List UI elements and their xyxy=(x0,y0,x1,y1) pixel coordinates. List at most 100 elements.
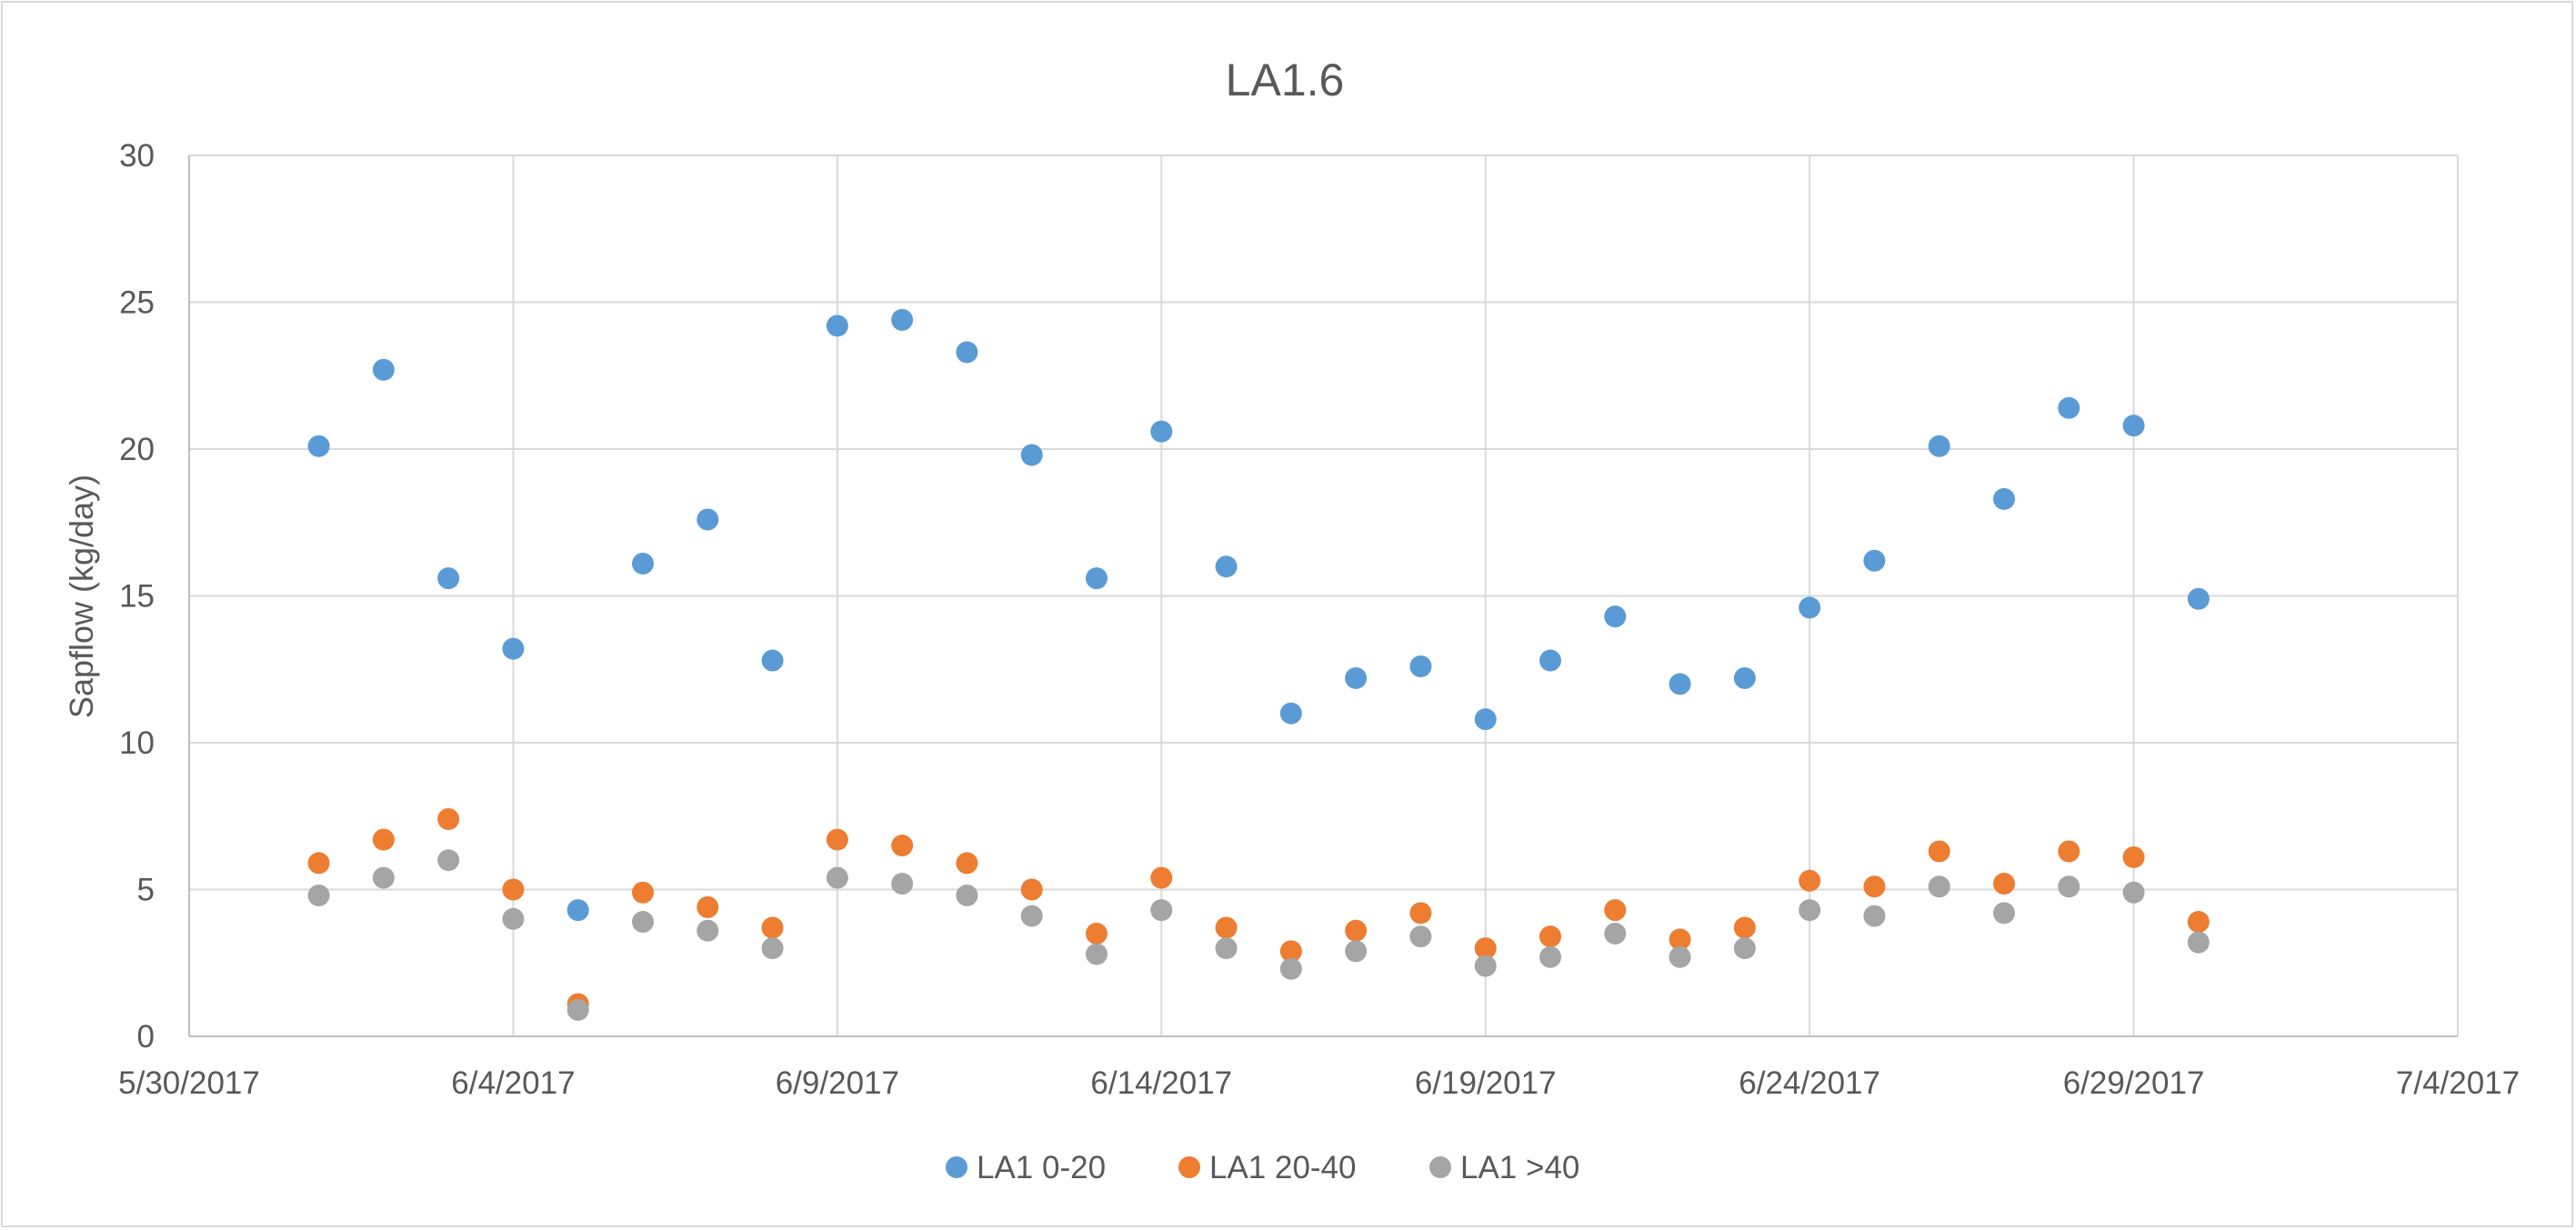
data-point xyxy=(1215,937,1238,960)
data-point xyxy=(1799,596,1821,619)
data-point xyxy=(1928,875,1950,898)
legend: LA1 0-20 LA1 20-40 LA1 >40 xyxy=(946,1150,1579,1185)
data-point xyxy=(1474,937,1497,960)
data-point xyxy=(437,849,460,872)
x-tick-label: 6/4/2017 xyxy=(451,1065,575,1101)
data-point xyxy=(307,852,330,875)
data-point xyxy=(956,341,978,364)
data-point xyxy=(2058,396,2080,419)
legend-label: LA1 20-40 xyxy=(1209,1150,1357,1185)
data-point xyxy=(1669,928,1691,951)
data-point xyxy=(632,911,654,934)
tick-labels: 0 5 10 15 20 25 30 5/30/2017 6/4/2017 6/9/2017 6/1… xyxy=(118,138,2520,1101)
data-point xyxy=(502,878,525,901)
data-point xyxy=(956,884,978,906)
legend-marker xyxy=(946,1156,967,1178)
data-point xyxy=(826,315,848,337)
data-point xyxy=(761,649,784,672)
data-point xyxy=(2058,875,2080,898)
series-la1-20-40 xyxy=(307,807,2210,1015)
data-point xyxy=(1086,943,1108,965)
y-tick-label: 15 xyxy=(119,579,155,615)
legend-label: LA1 0-20 xyxy=(977,1150,1106,1185)
data-point xyxy=(566,899,589,922)
y-tick-label: 0 xyxy=(137,1019,155,1055)
data-point xyxy=(1345,666,1368,689)
series-la1-40 xyxy=(307,849,2210,1021)
data-point xyxy=(1604,899,1627,922)
data-point xyxy=(1539,945,1561,968)
data-point xyxy=(1604,922,1627,945)
data-point xyxy=(372,828,395,851)
data-point xyxy=(1669,673,1691,695)
axes xyxy=(188,155,2458,1037)
data-point xyxy=(1409,655,1432,678)
data-point xyxy=(1993,873,2015,895)
data-point xyxy=(372,358,395,381)
data-point xyxy=(1086,567,1108,590)
data-point xyxy=(891,873,914,895)
x-tick-label: 5/30/2017 xyxy=(118,1065,260,1101)
data-point xyxy=(2122,881,2145,904)
data-point xyxy=(1086,922,1108,945)
data-point xyxy=(1928,840,1950,863)
data-point xyxy=(1345,940,1368,963)
data-point xyxy=(1474,708,1497,731)
data-point xyxy=(1863,905,1886,927)
data-point xyxy=(1863,549,1886,572)
data-point xyxy=(502,637,525,660)
data-point xyxy=(1020,444,1043,466)
data-point xyxy=(826,866,848,889)
data-point xyxy=(437,567,460,590)
data-point xyxy=(566,998,589,1021)
data-point xyxy=(891,308,914,331)
grid xyxy=(189,155,2459,1036)
data-point xyxy=(307,884,330,906)
data-point xyxy=(1150,420,1173,443)
y-tick-label: 30 xyxy=(119,138,155,174)
data-point xyxy=(1669,945,1691,968)
data-point xyxy=(1020,905,1043,927)
data-point xyxy=(1799,899,1821,922)
data-point xyxy=(1539,925,1561,948)
data-point xyxy=(2187,911,2210,934)
data-point xyxy=(1279,702,1302,725)
legend-marker xyxy=(1429,1156,1451,1178)
x-tick-label: 6/14/2017 xyxy=(1090,1065,1232,1101)
data-point xyxy=(826,828,848,851)
data-point xyxy=(632,881,654,904)
data-point xyxy=(761,916,784,939)
data-point xyxy=(1928,435,1950,457)
data-point xyxy=(1345,919,1368,942)
data-point xyxy=(1150,899,1173,922)
data-point xyxy=(1409,902,1432,925)
legend-marker xyxy=(1178,1156,1200,1178)
data-point xyxy=(1733,937,1756,960)
data-point xyxy=(502,907,525,930)
data-point xyxy=(1733,666,1756,689)
data-point xyxy=(1993,902,2015,925)
data-point xyxy=(1409,925,1432,948)
y-axis-title: Sapflow (kg/day) xyxy=(63,475,100,718)
data-point xyxy=(2122,415,2145,437)
x-tick-label: 6/24/2017 xyxy=(1739,1065,1880,1101)
data-point xyxy=(307,435,330,457)
data-point xyxy=(1215,916,1238,939)
y-tick-label: 25 xyxy=(119,285,155,321)
x-tick-label: 6/19/2017 xyxy=(1415,1065,1557,1101)
data-point xyxy=(2187,587,2210,610)
x-tick-label: 6/29/2017 xyxy=(2063,1065,2205,1101)
data-point xyxy=(2058,840,2080,863)
data-point xyxy=(1474,955,1497,977)
data-point xyxy=(1799,869,1821,892)
data-point xyxy=(891,835,914,857)
data-points xyxy=(307,308,2210,1021)
data-point xyxy=(2122,845,2145,868)
data-point xyxy=(1733,916,1756,939)
data-point xyxy=(1539,649,1561,672)
data-point xyxy=(697,919,719,942)
data-point xyxy=(1863,875,1886,898)
data-point xyxy=(697,895,719,918)
